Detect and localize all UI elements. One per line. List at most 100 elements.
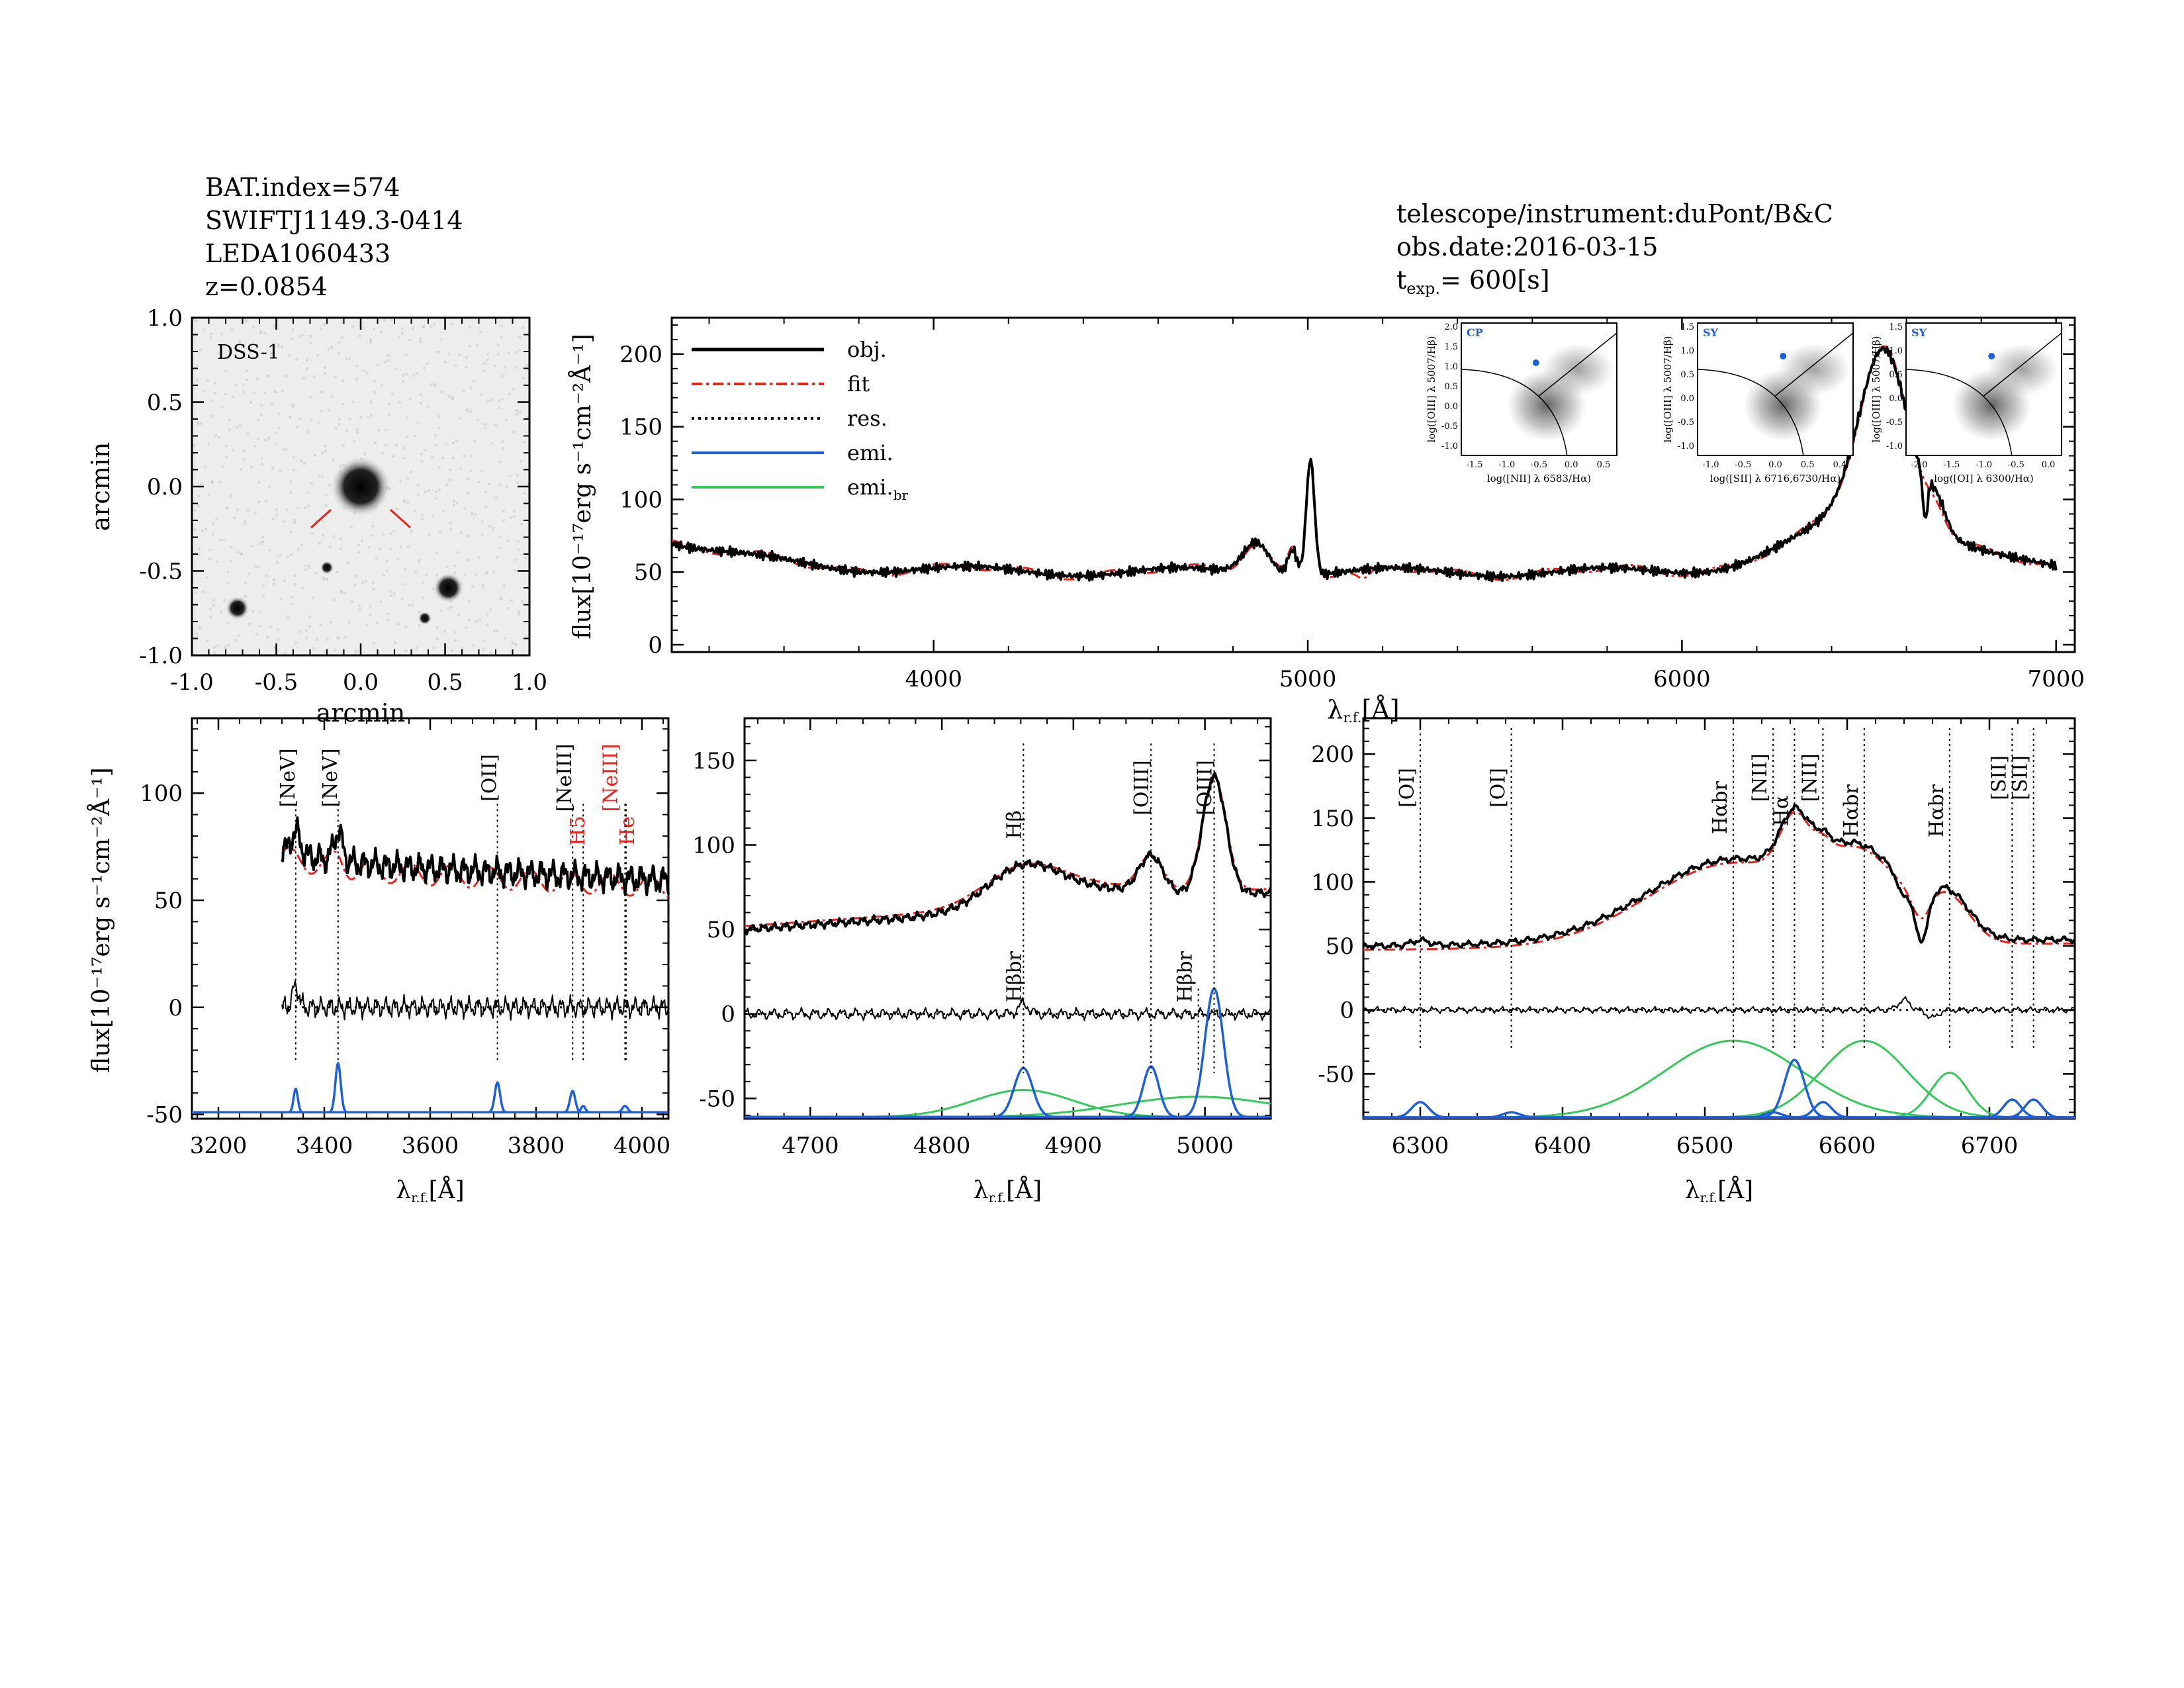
dss-noise bbox=[247, 509, 250, 512]
dss-noise bbox=[523, 492, 526, 494]
line-label: [OI] bbox=[1487, 768, 1510, 808]
dss-noise bbox=[359, 335, 361, 338]
dss-noise bbox=[515, 366, 518, 369]
dss-noise bbox=[305, 637, 308, 639]
dss-noise bbox=[246, 379, 248, 381]
dss-noise bbox=[491, 442, 494, 445]
dss-noise bbox=[383, 574, 385, 577]
dss-noise bbox=[220, 333, 223, 336]
dss-noise bbox=[331, 395, 334, 398]
dss-noise bbox=[228, 419, 231, 422]
dss-noise bbox=[245, 320, 248, 323]
dss-noise bbox=[344, 636, 347, 639]
dss-noise bbox=[205, 528, 207, 530]
dss-noise bbox=[261, 541, 264, 543]
dss-noise bbox=[514, 559, 516, 561]
dss-noise bbox=[475, 573, 477, 576]
dss-noise bbox=[514, 643, 517, 646]
dss-noise bbox=[299, 418, 302, 420]
dss-noise bbox=[363, 453, 366, 455]
dss-noise bbox=[467, 535, 470, 538]
telescope: telescope/instrument:duPont/B&C bbox=[1396, 199, 1833, 228]
dss-noise bbox=[355, 378, 358, 381]
y-tick-label: -1.0 bbox=[139, 643, 183, 669]
x-tick-label: -1.0 bbox=[170, 669, 214, 696]
dss-noise bbox=[404, 583, 406, 585]
dss-noise bbox=[439, 610, 442, 612]
dss-noise bbox=[390, 590, 392, 593]
y-tick-label: 50 bbox=[1326, 933, 1354, 960]
dss-label: DSS-1 bbox=[217, 341, 280, 364]
dss-noise bbox=[330, 621, 332, 624]
inset-y-tick: -1.0 bbox=[1441, 442, 1458, 451]
dss-noise bbox=[335, 427, 338, 430]
dss-noise bbox=[236, 508, 239, 511]
y-tick-label: 0 bbox=[648, 632, 662, 659]
dss-noise bbox=[405, 353, 408, 356]
dss-noise bbox=[356, 428, 359, 431]
x-axis-label: λr.f.[Å] bbox=[396, 1176, 464, 1205]
dss-noise bbox=[305, 630, 308, 632]
dss-noise bbox=[350, 526, 353, 528]
dss-noise bbox=[369, 341, 372, 344]
exposure-time: texp.= 600[s] bbox=[1396, 265, 1550, 298]
dss-noise bbox=[497, 344, 500, 346]
dss-noise bbox=[215, 518, 218, 520]
dss-noise bbox=[473, 440, 476, 442]
dss-noise bbox=[314, 454, 316, 457]
inset-y-tick: 0.5 bbox=[1444, 382, 1458, 392]
dss-noise bbox=[385, 444, 387, 446]
y-axis-label: arcmin bbox=[86, 442, 115, 532]
dss-noise bbox=[249, 350, 251, 353]
dss-noise bbox=[500, 597, 502, 600]
dss-noise bbox=[389, 532, 392, 535]
dss-noise bbox=[244, 582, 247, 585]
legend-label: fit bbox=[847, 371, 870, 397]
demarcation-curve bbox=[1461, 369, 1568, 456]
dss-noise bbox=[462, 389, 465, 392]
dss-noise bbox=[292, 405, 295, 408]
dss-noise bbox=[355, 651, 357, 654]
swift-name: SWIFTJ1149.3-0414 bbox=[205, 206, 463, 235]
dss-noise bbox=[449, 469, 451, 471]
dss-noise bbox=[484, 506, 487, 508]
dss-noise bbox=[361, 539, 363, 542]
dss-noise bbox=[469, 410, 472, 413]
dss-noise bbox=[509, 475, 512, 477]
dss-noise bbox=[216, 561, 218, 563]
dss-noise bbox=[439, 531, 441, 534]
inset-x-tick: -2.0 bbox=[1911, 460, 1927, 470]
dss-noise bbox=[307, 504, 310, 507]
dss-source bbox=[330, 456, 391, 517]
dss-noise bbox=[309, 335, 312, 338]
x-tick-label: 0.0 bbox=[343, 669, 379, 696]
line-label: [NeIII] bbox=[599, 744, 622, 812]
dss-noise bbox=[236, 426, 238, 428]
dss-noise bbox=[457, 551, 459, 553]
dss-noise bbox=[387, 618, 389, 621]
dss-noise bbox=[471, 512, 473, 514]
x-axis-label-sub: r.f. bbox=[989, 1190, 1006, 1205]
inset-y-label: log([OIII] λ 5007/Hβ) bbox=[1870, 336, 1882, 443]
dss-noise bbox=[341, 322, 343, 324]
dss-noise bbox=[270, 352, 273, 355]
dss-noise bbox=[520, 523, 523, 526]
y-tick-label: 100 bbox=[692, 832, 735, 859]
dss-noise bbox=[277, 638, 279, 641]
dss-noise bbox=[341, 403, 344, 406]
dss-noise bbox=[452, 457, 455, 459]
dss-noise bbox=[229, 496, 232, 498]
dss-noise bbox=[375, 557, 378, 559]
dss-noise bbox=[370, 400, 373, 403]
dss-noise bbox=[205, 577, 208, 579]
dss-noise bbox=[398, 401, 401, 404]
dss-noise bbox=[433, 383, 436, 386]
dss-noise bbox=[212, 522, 214, 525]
dss-noise bbox=[285, 375, 287, 377]
dss-noise bbox=[248, 573, 250, 575]
dss-noise bbox=[316, 638, 318, 641]
dss-noise bbox=[425, 573, 428, 576]
halpha-zoom-panel: 6300 6400 6500 6600 6700 -50 0 50 100 150 200 λr.f.… bbox=[1311, 717, 2076, 1205]
dss-noise bbox=[387, 354, 390, 357]
dss-noise bbox=[263, 332, 265, 334]
